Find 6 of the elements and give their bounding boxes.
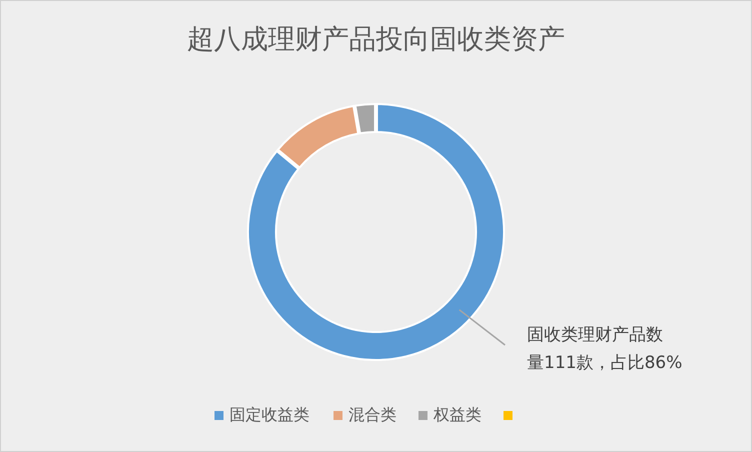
chart-title: 超八成理财产品投向固收类资产 bbox=[187, 24, 565, 55]
legend-label: 混合类 bbox=[348, 405, 396, 424]
legend-label: 固定收益类 bbox=[230, 405, 310, 424]
text: 固收类理财产品数量111款，占比86% bbox=[527, 325, 682, 373]
legend-label: 权益类 bbox=[432, 405, 482, 424]
donut-slice bbox=[247, 103, 505, 361]
